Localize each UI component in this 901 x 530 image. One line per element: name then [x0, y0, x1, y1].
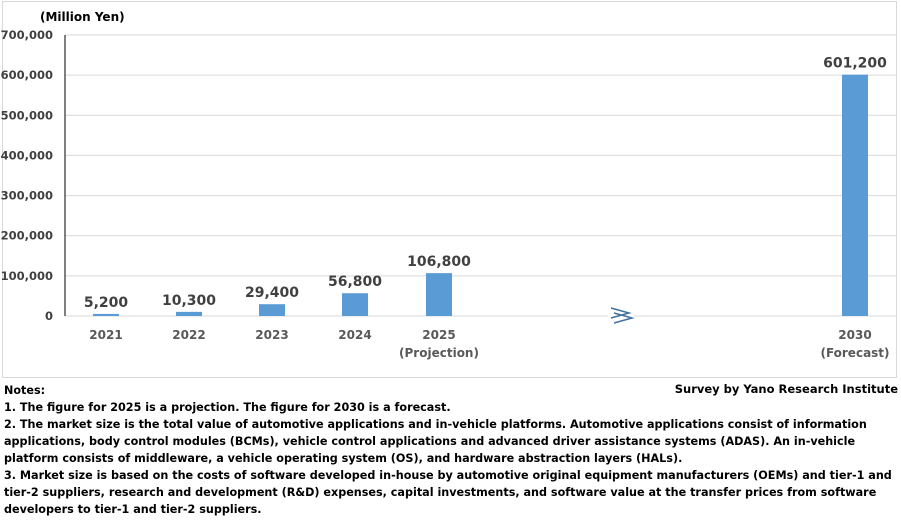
bar: [842, 74, 868, 317]
bar: [342, 293, 368, 316]
data-label: 601,200: [823, 56, 887, 72]
axis-break-icon: [610, 307, 635, 324]
note-3: 3. Market size is based on the costs of …: [4, 469, 892, 516]
x-tick-label: 2022: [172, 328, 205, 342]
y-tick-label: 300,000: [1, 189, 53, 203]
y-tick-label: 700,000: [1, 28, 53, 42]
y-tick-label: 600,000: [1, 68, 53, 82]
data-label: 29,400: [245, 285, 299, 301]
x-tick-label: 2023: [255, 328, 288, 342]
y-tick-label: 500,000: [1, 108, 53, 122]
y-axis-label: (Million Yen): [40, 10, 125, 24]
x-tick-label: (Forecast): [820, 346, 889, 360]
x-tick-label: 2024: [338, 328, 371, 342]
chart-frame: [2, 1, 897, 378]
bar-chart: (Million Yen) 0 100,000 200,000 300,000 400,0…: [1, 10, 897, 360]
y-tick-label: 400,000: [1, 148, 53, 162]
notes: Notes: 1. The figure for 2025 is a proje…: [4, 382, 898, 518]
y-tick-label: 0: [45, 309, 53, 323]
data-label: 56,800: [328, 274, 382, 290]
notes-heading: Notes:: [4, 384, 46, 397]
note-2: 2. The market size is the total value of…: [4, 418, 867, 465]
x-tick-label: 2025: [422, 328, 455, 342]
x-tick-label: 2021: [89, 328, 122, 342]
data-label: 10,300: [162, 293, 216, 309]
bar: [259, 304, 285, 316]
bar: [93, 313, 119, 316]
source-credit: Survey by Yano Research Institute: [674, 382, 898, 396]
data-label: 5,200: [84, 295, 129, 311]
x-tick-label: 2030: [838, 328, 871, 342]
x-tick-label: (Projection): [399, 346, 479, 360]
y-tick-label: 100,000: [1, 269, 53, 283]
note-1: 1. The figure for 2025 is a projection. …: [4, 401, 451, 414]
bar: [176, 311, 202, 316]
y-tick-label: 200,000: [1, 229, 53, 243]
bar: [426, 273, 452, 316]
data-label: 106,800: [407, 254, 471, 270]
